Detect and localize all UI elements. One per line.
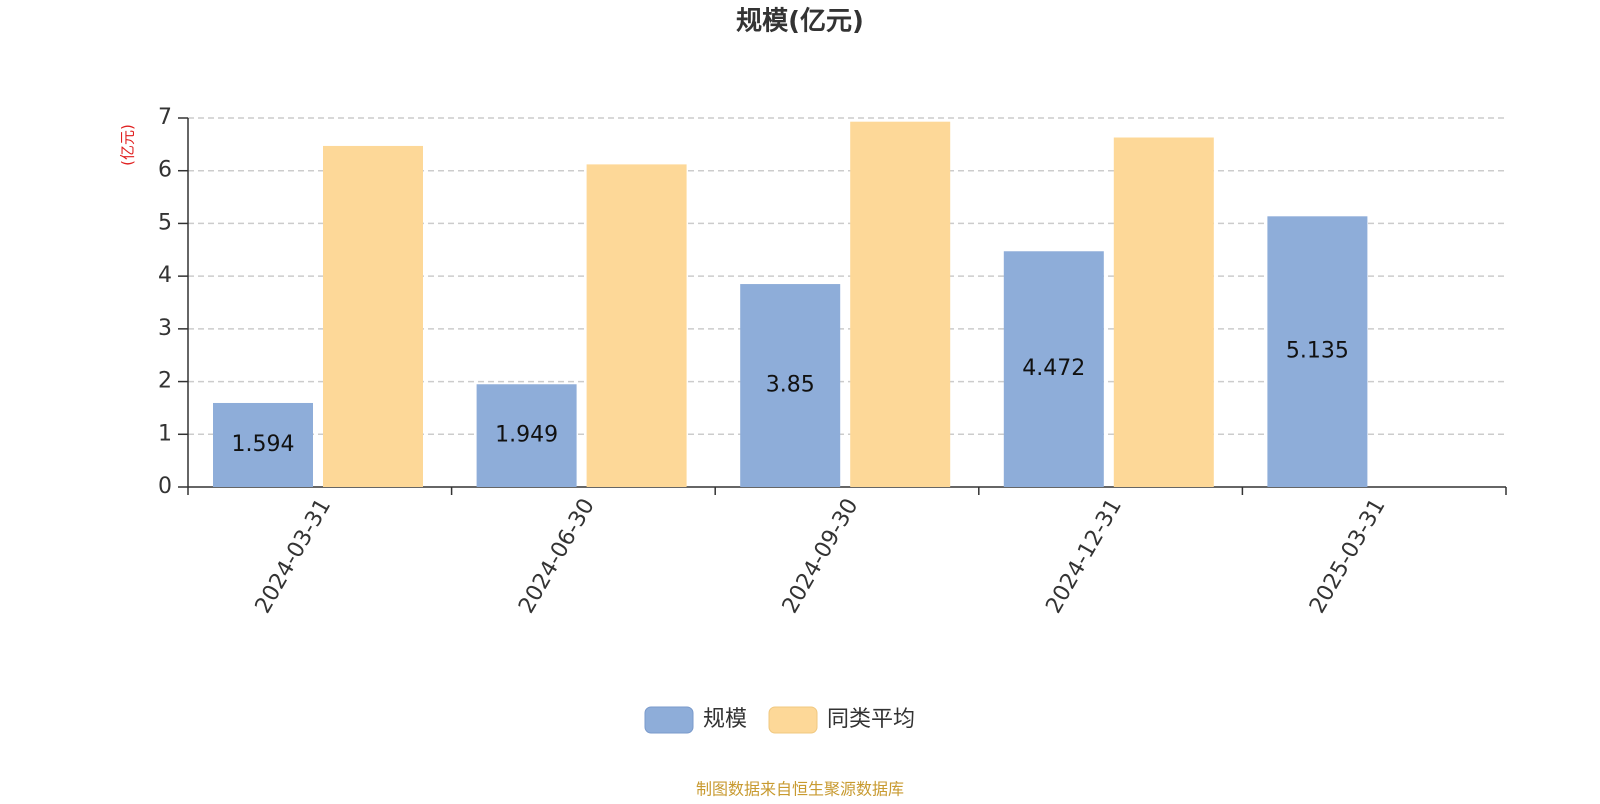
bar [586,164,687,488]
y-tick-label: 5 [158,210,172,235]
x-tick-label: 2025-03-31 [1305,495,1391,618]
legend-swatch [644,706,694,734]
data-label: 4.472 [1022,356,1085,381]
source-note: 制图数据来自恒生聚源数据库 [696,780,904,799]
chart-title: 规模(亿元) [736,7,864,37]
y-tick-label: 1 [158,421,172,446]
legend-label: 同类平均 [827,707,915,732]
x-tick-label: 2024-12-31 [1041,495,1127,618]
data-label: 3.85 [766,373,815,398]
x-tick-label: 2024-06-30 [514,495,600,618]
data-label: 1.594 [232,432,295,457]
y-tick-label: 3 [158,316,172,341]
y-tick-label: 4 [158,263,172,288]
x-tick-label: 2024-03-31 [251,495,337,618]
bar [1003,251,1104,487]
bar [323,145,423,487]
legend-swatch [768,706,818,734]
y-tick-label: 7 [158,105,172,130]
legend-label: 规模 [703,707,747,732]
data-label: 5.135 [1286,339,1349,364]
y-axis-label: (亿元) [119,124,137,166]
data-label: 1.949 [495,423,558,448]
y-tick-label: 2 [158,369,172,394]
x-tick-label: 2024-09-30 [778,495,864,618]
bar [1113,137,1214,488]
bar [1267,216,1368,488]
bar [740,284,841,487]
bar [476,384,577,487]
bar [213,402,313,487]
y-tick-label: 0 [158,474,172,499]
bar [850,121,951,487]
y-tick-label: 6 [158,158,172,183]
